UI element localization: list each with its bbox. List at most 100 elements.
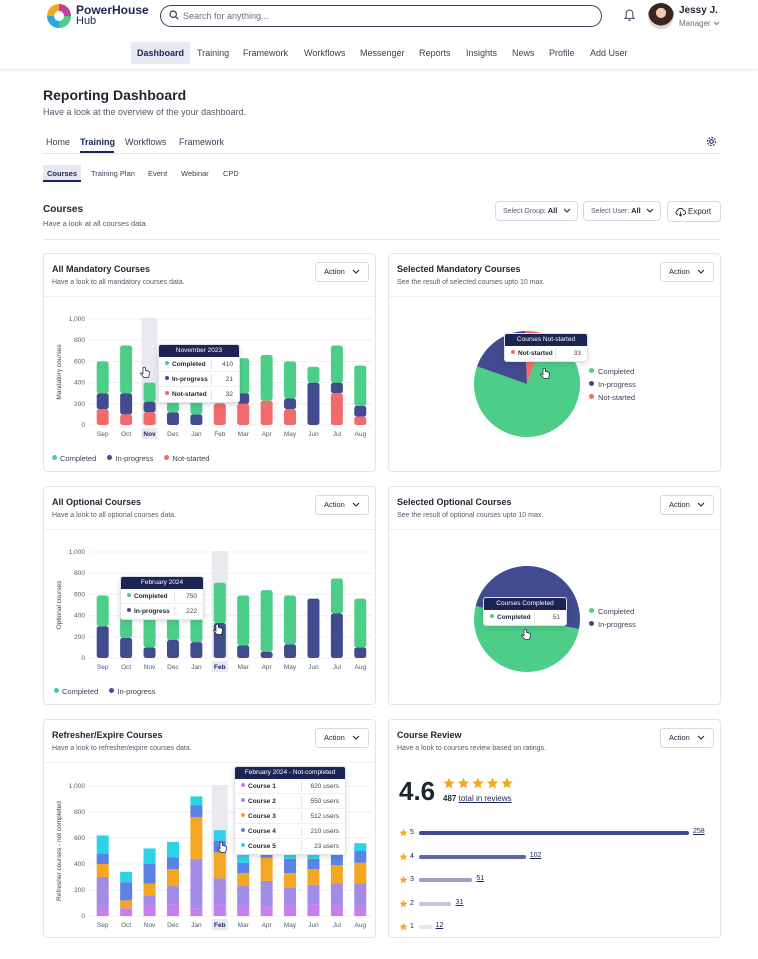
bar-course-1-sep[interactable] <box>96 906 109 916</box>
action-button[interactable]: Action <box>660 262 714 282</box>
bar-course-1-jan[interactable] <box>190 908 203 916</box>
rating-count-link[interactable]: 12 <box>435 922 444 929</box>
bar-course-3-jan[interactable] <box>190 817 203 859</box>
bar-completed-aug[interactable] <box>354 598 367 648</box>
action-button[interactable]: Action <box>660 728 714 748</box>
nav-item-add-user[interactable]: Add User <box>590 48 628 58</box>
bar-course-2-jul[interactable] <box>330 883 343 906</box>
bar-completed-oct[interactable] <box>120 345 133 394</box>
bar-completed-may[interactable] <box>284 361 297 399</box>
bar-course-5-jan[interactable] <box>190 796 203 806</box>
bar-course-2-mar[interactable] <box>237 886 250 906</box>
bar-not-started-mar[interactable] <box>237 403 250 425</box>
rating-count-link[interactable]: 102 <box>529 851 542 859</box>
nav-item-news[interactable]: News <box>512 48 535 58</box>
tab-home[interactable]: Home <box>46 137 71 147</box>
bar-course-1-aug[interactable] <box>354 906 367 916</box>
rating-count-link[interactable]: 258 <box>693 828 705 835</box>
bar-course-1-jul[interactable] <box>330 905 343 916</box>
nav-item-insights[interactable]: Insights <box>466 48 498 58</box>
bar-course-3-apr[interactable] <box>260 857 273 881</box>
bar-in-progress-jul[interactable] <box>330 613 343 658</box>
bar-in-progress-jun[interactable] <box>307 598 320 658</box>
action-button[interactable]: Action <box>315 495 369 515</box>
bar-course-3-may[interactable] <box>284 873 297 888</box>
bar-completed-jul[interactable] <box>330 345 343 383</box>
bar-course-5-feb[interactable] <box>213 830 226 841</box>
bar-in-progress-jun[interactable] <box>307 382 320 425</box>
bar-not-started-feb[interactable] <box>213 403 226 425</box>
bar-in-progress-oct[interactable] <box>120 393 133 415</box>
bar-course-4-dec[interactable] <box>166 857 179 870</box>
nav-item-profile[interactable]: Profile <box>549 48 575 58</box>
bar-course-5-dec[interactable] <box>166 841 179 858</box>
action-button[interactable]: Action <box>660 495 714 515</box>
bar-in-progress-may[interactable] <box>284 398 297 410</box>
bar-course-4-aug[interactable] <box>354 851 367 863</box>
bar-course-1-apr[interactable] <box>260 906 273 916</box>
rating-count-link[interactable]: 31 <box>455 898 464 906</box>
search-input[interactable] <box>183 9 583 23</box>
bar-in-progress-sep[interactable] <box>96 626 109 658</box>
tab-training[interactable]: Training <box>80 137 116 147</box>
bar-in-progress-dec[interactable] <box>166 412 179 425</box>
bar-completed-jun[interactable] <box>307 366 320 383</box>
bar-in-progress-oct[interactable] <box>120 637 133 658</box>
bar-in-progress-mar[interactable] <box>237 393 250 404</box>
bar-course-1-may[interactable] <box>284 905 297 916</box>
bar-course-3-aug[interactable] <box>354 862 367 884</box>
bar-not-started-may[interactable] <box>284 409 297 425</box>
bar-course-5-mar[interactable] <box>237 851 250 863</box>
subtab-event[interactable]: Event <box>148 169 168 178</box>
bar-completed-apr[interactable] <box>260 590 273 652</box>
nav-item-reports[interactable]: Reports <box>419 48 451 58</box>
bar-in-progress-jan[interactable] <box>190 414 203 425</box>
tab-framework[interactable]: Framework <box>179 137 225 147</box>
bar-course-3-mar[interactable] <box>237 873 250 887</box>
bar-completed-aug[interactable] <box>354 365 367 406</box>
bar-course-4-oct[interactable] <box>120 882 133 901</box>
bar-course-2-aug[interactable] <box>354 883 367 907</box>
bar-completed-mar[interactable] <box>237 358 250 394</box>
bar-course-2-dec[interactable] <box>166 886 179 905</box>
gear-icon[interactable] <box>706 136 717 147</box>
bar-course-1-dec[interactable] <box>166 904 179 916</box>
bar-course-1-oct[interactable] <box>120 908 133 916</box>
nav-item-workflows[interactable]: Workflows <box>304 48 346 58</box>
bar-completed-feb[interactable] <box>213 582 226 624</box>
bar-course-2-jun[interactable] <box>307 884 320 905</box>
bar-course-3-sep[interactable] <box>96 864 109 877</box>
nav-item-training[interactable]: Training <box>197 48 230 58</box>
bar-course-3-nov[interactable] <box>143 883 156 896</box>
action-button[interactable]: Action <box>315 728 369 748</box>
bar-in-progress-aug[interactable] <box>354 647 367 658</box>
bar-course-3-oct[interactable] <box>120 900 133 909</box>
action-button[interactable]: Action <box>315 262 369 282</box>
nav-item-messenger[interactable]: Messenger <box>360 48 405 58</box>
bar-not-started-oct[interactable] <box>120 414 133 425</box>
user-name[interactable]: Jessy J. <box>679 5 718 16</box>
bell-icon[interactable] <box>624 9 635 22</box>
select-user[interactable]: Select User: All <box>583 201 661 221</box>
tab-workflows[interactable]: Workflows <box>125 137 167 147</box>
bar-in-progress-dec[interactable] <box>166 639 179 658</box>
bar-in-progress-may[interactable] <box>284 644 297 658</box>
bar-course-3-feb[interactable] <box>213 852 226 879</box>
bar-completed-nov[interactable] <box>143 382 156 402</box>
bar-course-2-sep[interactable] <box>96 877 109 907</box>
subtab-cpd[interactable]: CPD <box>223 169 239 178</box>
bar-not-started-aug[interactable] <box>354 416 367 425</box>
subtab-courses[interactable]: Courses <box>43 165 82 182</box>
rating-count-link[interactable]: 51 <box>476 875 485 882</box>
bar-in-progress-jan[interactable] <box>190 642 203 658</box>
bar-in-progress-aug[interactable] <box>354 405 367 417</box>
user-role[interactable]: Manager <box>679 19 720 28</box>
bar-in-progress-jul[interactable] <box>330 382 343 394</box>
bar-course-1-feb[interactable] <box>213 904 226 916</box>
bar-in-progress-nov[interactable] <box>143 647 156 658</box>
bar-in-progress-sep[interactable] <box>96 393 109 410</box>
nav-item-framework[interactable]: Framework <box>243 48 289 58</box>
bar-course-4-nov[interactable] <box>143 864 156 884</box>
bar-completed-sep[interactable] <box>96 595 109 627</box>
bar-course-5-aug[interactable] <box>354 843 367 851</box>
